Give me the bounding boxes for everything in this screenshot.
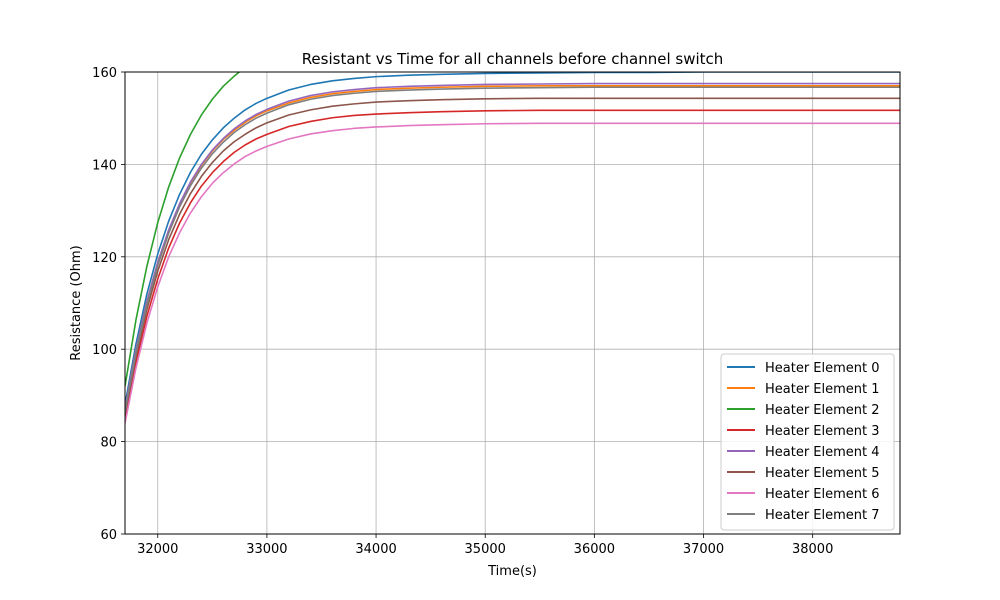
x-tick-label: 33000 — [246, 542, 287, 557]
series-line-7 — [125, 86, 900, 412]
plot-frame — [124, 71, 901, 535]
x-tick-label: 38000 — [792, 542, 833, 557]
series-line-6 — [125, 122, 900, 424]
y-tick-label: 80 — [100, 436, 117, 451]
legend-label-0: Heater Element 0 — [765, 361, 880, 376]
x-tick-label: 34000 — [355, 542, 396, 557]
y-tick-label: 120 — [92, 251, 117, 266]
legend-label-7: Heater Element 7 — [765, 508, 880, 523]
legend-label-2: Heater Element 2 — [765, 403, 880, 418]
legend-label-4: Heater Element 4 — [765, 445, 880, 460]
y-tick-label: 160 — [92, 66, 117, 81]
y-tick-label: 140 — [92, 158, 117, 173]
chart-title: Resistant vs Time for all channels befor… — [302, 50, 724, 68]
series-line-3 — [125, 109, 900, 419]
x-tick-label: 35000 — [465, 542, 506, 557]
x-tick-label: 37000 — [683, 542, 724, 557]
y-tick-label: 60 — [100, 528, 117, 543]
series-line-4 — [125, 82, 900, 410]
y-axis-title: Resistance (Ohm) — [69, 245, 84, 360]
x-axis-title: Time(s) — [487, 564, 537, 579]
legend-box — [720, 353, 895, 531]
x-tick-label: 32000 — [137, 542, 178, 557]
legend-label-1: Heater Element 1 — [765, 382, 880, 397]
legend-label-6: Heater Element 6 — [765, 487, 880, 502]
legend: Heater Element 0 Heater Element 1 Heater E… — [720, 353, 895, 531]
series-line-2 — [125, 72, 241, 387]
legend-label-3: Heater Element 3 — [765, 424, 880, 439]
y-tick-label: 100 — [92, 343, 117, 358]
axis-ticks: 32000 33000 34000 35000 36000 37000 38000 60 80 1… — [92, 66, 833, 557]
series-line-5 — [125, 97, 900, 415]
x-tick-label: 36000 — [574, 542, 615, 557]
legend-label-5: Heater Element 5 — [765, 466, 880, 481]
